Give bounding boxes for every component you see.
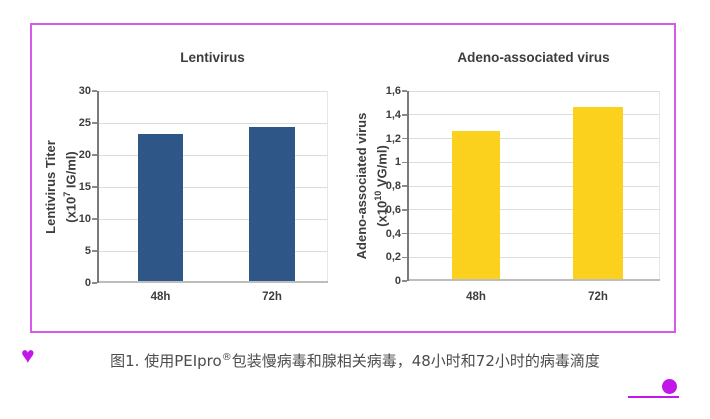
y-tick-mark (92, 250, 97, 252)
y-tick-label: 0 (394, 275, 401, 287)
y-tick-label: 15 (78, 181, 91, 193)
magenta-dot-icon (662, 379, 677, 394)
gridline (407, 233, 660, 234)
x-axis-line (407, 279, 660, 281)
y-tick-label: 1,6 (385, 85, 401, 97)
y-tick-label: 1,2 (385, 132, 401, 145)
y-tick-label: 0,8 (385, 180, 401, 192)
figure-caption: 图1. 使用PEIpro®包装慢病毒和腺相关病毒，48小时和72小时的病毒滴度 (30, 350, 680, 371)
registered-trademark-symbol: ® (221, 352, 232, 363)
y-tick-mark (402, 232, 407, 235)
y-tick-mark (92, 218, 97, 220)
gridline (97, 186, 328, 188)
aav-chart-title: Adeno-associated virus (457, 50, 610, 65)
bar-48h (452, 130, 500, 279)
y-tick-label: 5 (84, 245, 91, 257)
aav-x-label-48h: 48h (466, 291, 486, 303)
plot-right-border (327, 91, 328, 283)
aav-x-label-72h: 72h (588, 291, 608, 303)
heart-icon: ♥ (21, 342, 35, 368)
gridline (407, 185, 660, 187)
gridline (97, 154, 328, 156)
y-tick-mark (402, 209, 407, 211)
gridline (97, 250, 328, 252)
bar-48h (138, 133, 183, 281)
y-tick-label: 1 (394, 156, 401, 169)
plot-right-border (659, 91, 660, 281)
x-axis-line (97, 281, 328, 283)
gridline (407, 114, 660, 116)
gridline (97, 122, 328, 124)
y-tick-mark (92, 122, 97, 124)
caption-text: 图1. 使用PEIpro (110, 352, 222, 370)
lentivirus-plot-area: 30 25 20 15 10 5 0 (79, 85, 328, 289)
y-tick-mark (92, 90, 97, 92)
y-tick-mark (402, 280, 407, 282)
y-tick-label: 10 (78, 213, 91, 225)
y-tick-label: 30 (78, 85, 91, 97)
y-tick-mark (402, 185, 407, 187)
gridline (97, 90, 328, 92)
y-tick-mark (92, 282, 97, 284)
y-tick-mark (402, 114, 407, 116)
y-tick-label: 0,6 (385, 203, 401, 216)
y-axis-line (97, 91, 99, 283)
caption-text: 包装慢病毒和腺相关病毒，48小时和72小时的病毒滴度 (231, 352, 600, 370)
gridline (407, 161, 660, 163)
y-tick-mark (92, 154, 97, 156)
lentivirus-x-label-48h: 48h (150, 291, 171, 303)
y-tick-label: 20 (78, 149, 91, 161)
y-tick-label: 0,4 (385, 227, 401, 240)
bar-72h (249, 127, 295, 281)
y-tick-mark (402, 256, 407, 258)
gridline (407, 138, 660, 139)
gridline (407, 90, 660, 92)
y-tick-label: 0,2 (385, 251, 401, 264)
y-tick-mark (402, 90, 407, 92)
magenta-underline (628, 396, 679, 398)
y-tick-mark (402, 137, 407, 140)
gridline (97, 218, 328, 220)
y-axis-line (407, 91, 409, 281)
y-tick-label: 1,4 (385, 108, 401, 121)
y-tick-mark (92, 186, 97, 188)
aav-plot-area: 1,6 1,4 1,2 1 0,8 0,6 0,4 0,2 0 (386, 85, 660, 287)
bar-72h (573, 106, 623, 279)
gridline (407, 209, 660, 211)
y-tick-label: 25 (78, 117, 91, 129)
gridline (407, 256, 660, 258)
lentivirus-chart-title: Lentivirus (180, 50, 245, 65)
lentivirus-x-label-72h: 72h (262, 291, 282, 303)
y-tick-mark (402, 161, 407, 163)
y-tick-label: 0 (84, 277, 91, 289)
